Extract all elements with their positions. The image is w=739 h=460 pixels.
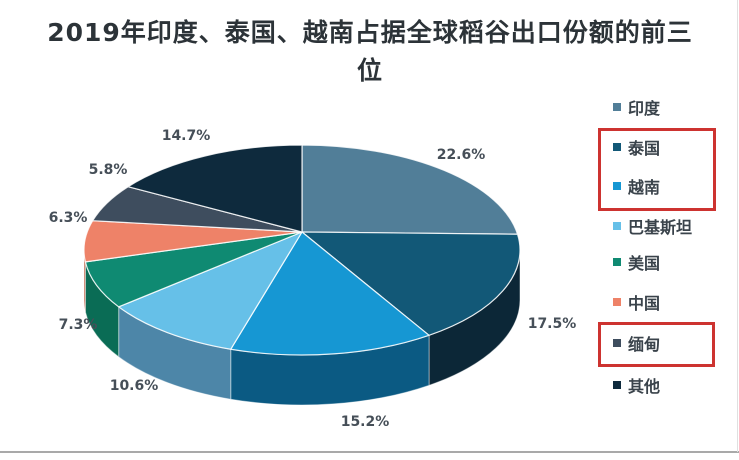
page-edge-line [737,0,738,452]
legend-item-usa: 美国 [613,252,661,273]
pie-slice-india [301,144,519,235]
legend-marker-thailand [613,143,621,151]
legend-item-others: 其他 [613,375,661,396]
legend-marker-vietnam [613,182,621,190]
slice-label-india: 22.6% [437,147,486,163]
highlight-box-thailand-vietnam [598,128,716,211]
legend-marker-pakistan [613,222,621,230]
slice-label-thailand: 17.5% [528,316,577,332]
slice-label-others: 14.7% [162,128,211,144]
legend-label-india: 印度 [628,99,661,118]
pie-slice-thailand [301,231,521,336]
legend-marker-myanmar [613,339,621,347]
pie-slice-pakistan [118,231,303,350]
legend-item-vietnam: 越南 [613,176,661,197]
pie-slice-usa [84,231,303,308]
chart-title: 2019年印度、泰国、越南占据全球稻谷出口份额的前三位 [47,18,693,85]
legend-label-myanmar: 缅甸 [628,335,661,354]
legend-label-others: 其他 [628,377,661,396]
legend-marker-china [613,298,621,306]
legend-item-pakistan: 巴基斯坦 [613,216,693,237]
slice-label-vietnam: 15.2% [341,414,390,430]
bottom-divider [0,451,739,453]
legend-label-china: 中国 [628,294,661,313]
slice-label-pakistan: 10.6% [110,378,159,394]
legend-marker-others [613,381,621,389]
legend-marker-usa [613,258,621,266]
legend-item-india: 印度 [613,97,661,118]
legend-item-china: 中国 [613,292,661,313]
legend-item-thailand: 泰国 [613,137,661,158]
legend-label-pakistan: 巴基斯坦 [628,218,693,237]
legend-item-myanmar: 缅甸 [613,333,661,354]
legend-label-usa: 美国 [628,254,661,273]
pie-slice-others [127,144,303,233]
legend-marker-india [613,103,621,111]
pie-slice-vietnam [230,231,430,356]
highlight-box-myanmar [598,322,715,367]
legend-label-thailand: 泰国 [628,139,661,158]
legend-label-vietnam: 越南 [628,178,661,197]
slice-label-usa: 7.3% [59,317,98,333]
slice-label-china: 6.3% [49,210,88,226]
slice-label-myanmar: 5.8% [89,162,128,178]
